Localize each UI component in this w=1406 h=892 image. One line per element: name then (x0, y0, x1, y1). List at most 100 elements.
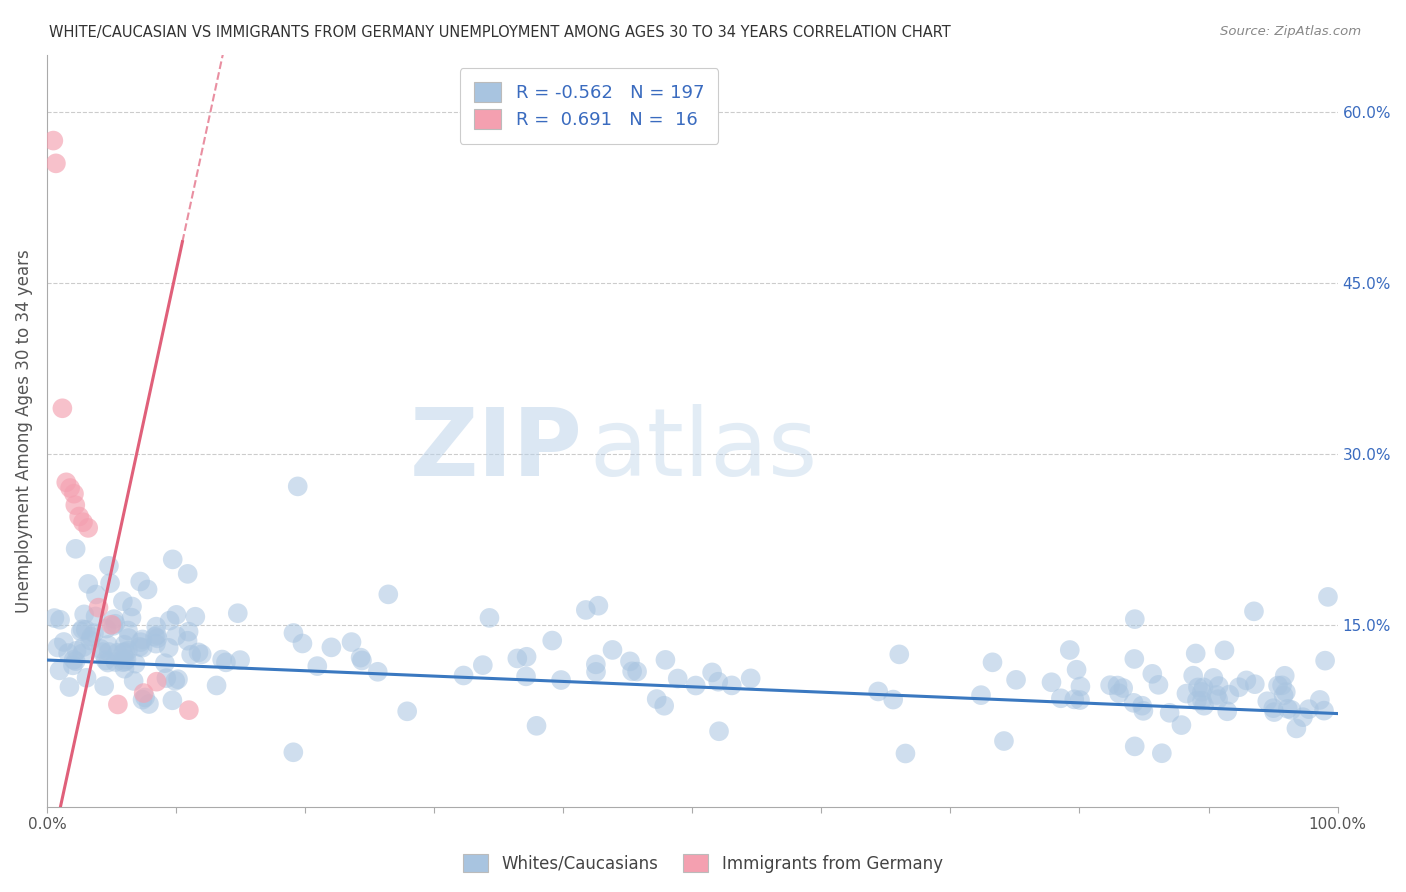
Point (111, 594, 134, 608)
Point (526, 719, 548, 733)
Point (94, 653, 117, 667)
Point (645, 692, 668, 706)
Point (122, 673, 145, 688)
Point (654, 653, 676, 667)
Point (72, 622, 94, 636)
Point (97, 656, 120, 670)
Point (124, 657, 146, 671)
Point (117, 624, 139, 638)
Point (93, 679, 115, 693)
Point (1050, 691, 1073, 706)
Point (62, 653, 84, 667)
Point (167, 672, 190, 686)
Point (1040, 675, 1063, 690)
Point (1066, 663, 1088, 677)
Point (626, 665, 648, 679)
Point (114, 654, 136, 668)
Point (145, 620, 167, 634)
Point (321, 640, 343, 655)
Point (1108, 686, 1130, 700)
Point (176, 633, 198, 648)
Point (1216, 704, 1239, 718)
Point (145, 674, 167, 689)
Point (307, 659, 329, 673)
Point (103, 612, 125, 626)
Point (1256, 694, 1278, 708)
Point (112, 646, 135, 660)
Point (287, 479, 309, 493)
Point (229, 653, 252, 667)
Point (162, 552, 184, 566)
Point (1191, 685, 1213, 699)
Point (51, 401, 73, 416)
Point (1313, 704, 1336, 718)
Point (868, 684, 890, 698)
Point (84, 609, 107, 624)
Point (114, 662, 136, 676)
Point (1159, 706, 1181, 720)
Point (350, 653, 373, 667)
Point (48, 664, 70, 678)
Point (1175, 687, 1198, 701)
Point (66, 643, 89, 657)
Point (1069, 693, 1091, 707)
Point (176, 566, 198, 581)
Point (44, 611, 66, 625)
Point (541, 633, 564, 648)
Point (1182, 668, 1205, 682)
Point (138, 697, 160, 711)
Point (894, 747, 917, 761)
Point (1298, 702, 1320, 716)
Point (1202, 671, 1225, 685)
Point (707, 724, 730, 739)
Point (1206, 692, 1229, 706)
Point (65, 541, 87, 556)
Point (283, 626, 305, 640)
Point (112, 655, 135, 669)
Point (79, 633, 101, 648)
Point (155, 671, 177, 685)
Point (1099, 678, 1122, 692)
Point (1130, 698, 1153, 713)
Point (65, 498, 87, 512)
Point (1132, 704, 1154, 718)
Point (69, 624, 91, 639)
Point (107, 698, 129, 712)
Point (177, 703, 200, 717)
Text: ZIP: ZIP (409, 404, 582, 496)
Point (187, 645, 209, 659)
Point (1227, 680, 1250, 694)
Point (291, 636, 314, 650)
Point (131, 640, 153, 655)
Point (70, 647, 93, 661)
Point (1309, 693, 1331, 707)
Point (84, 587, 107, 601)
Legend: Whites/Caucasians, Immigrants from Germany: Whites/Caucasians, Immigrants from Germa… (457, 847, 949, 880)
Point (1243, 677, 1265, 691)
Point (1277, 702, 1299, 716)
Point (1275, 685, 1298, 699)
Point (1271, 678, 1294, 692)
Point (588, 599, 610, 613)
Point (226, 606, 249, 620)
Point (121, 610, 143, 624)
Point (478, 611, 501, 625)
Point (740, 672, 762, 686)
Point (58, 680, 80, 694)
Point (129, 574, 152, 589)
Point (131, 692, 153, 706)
Point (1218, 688, 1240, 702)
Point (103, 619, 125, 633)
Point (136, 582, 159, 597)
Point (720, 678, 742, 692)
Point (1142, 666, 1164, 681)
Point (159, 614, 181, 628)
Point (77, 521, 100, 535)
Point (104, 616, 127, 631)
Point (1184, 647, 1206, 661)
Point (621, 665, 644, 679)
Point (73, 607, 96, 622)
Point (349, 650, 371, 665)
Point (146, 628, 169, 642)
Point (283, 745, 305, 759)
